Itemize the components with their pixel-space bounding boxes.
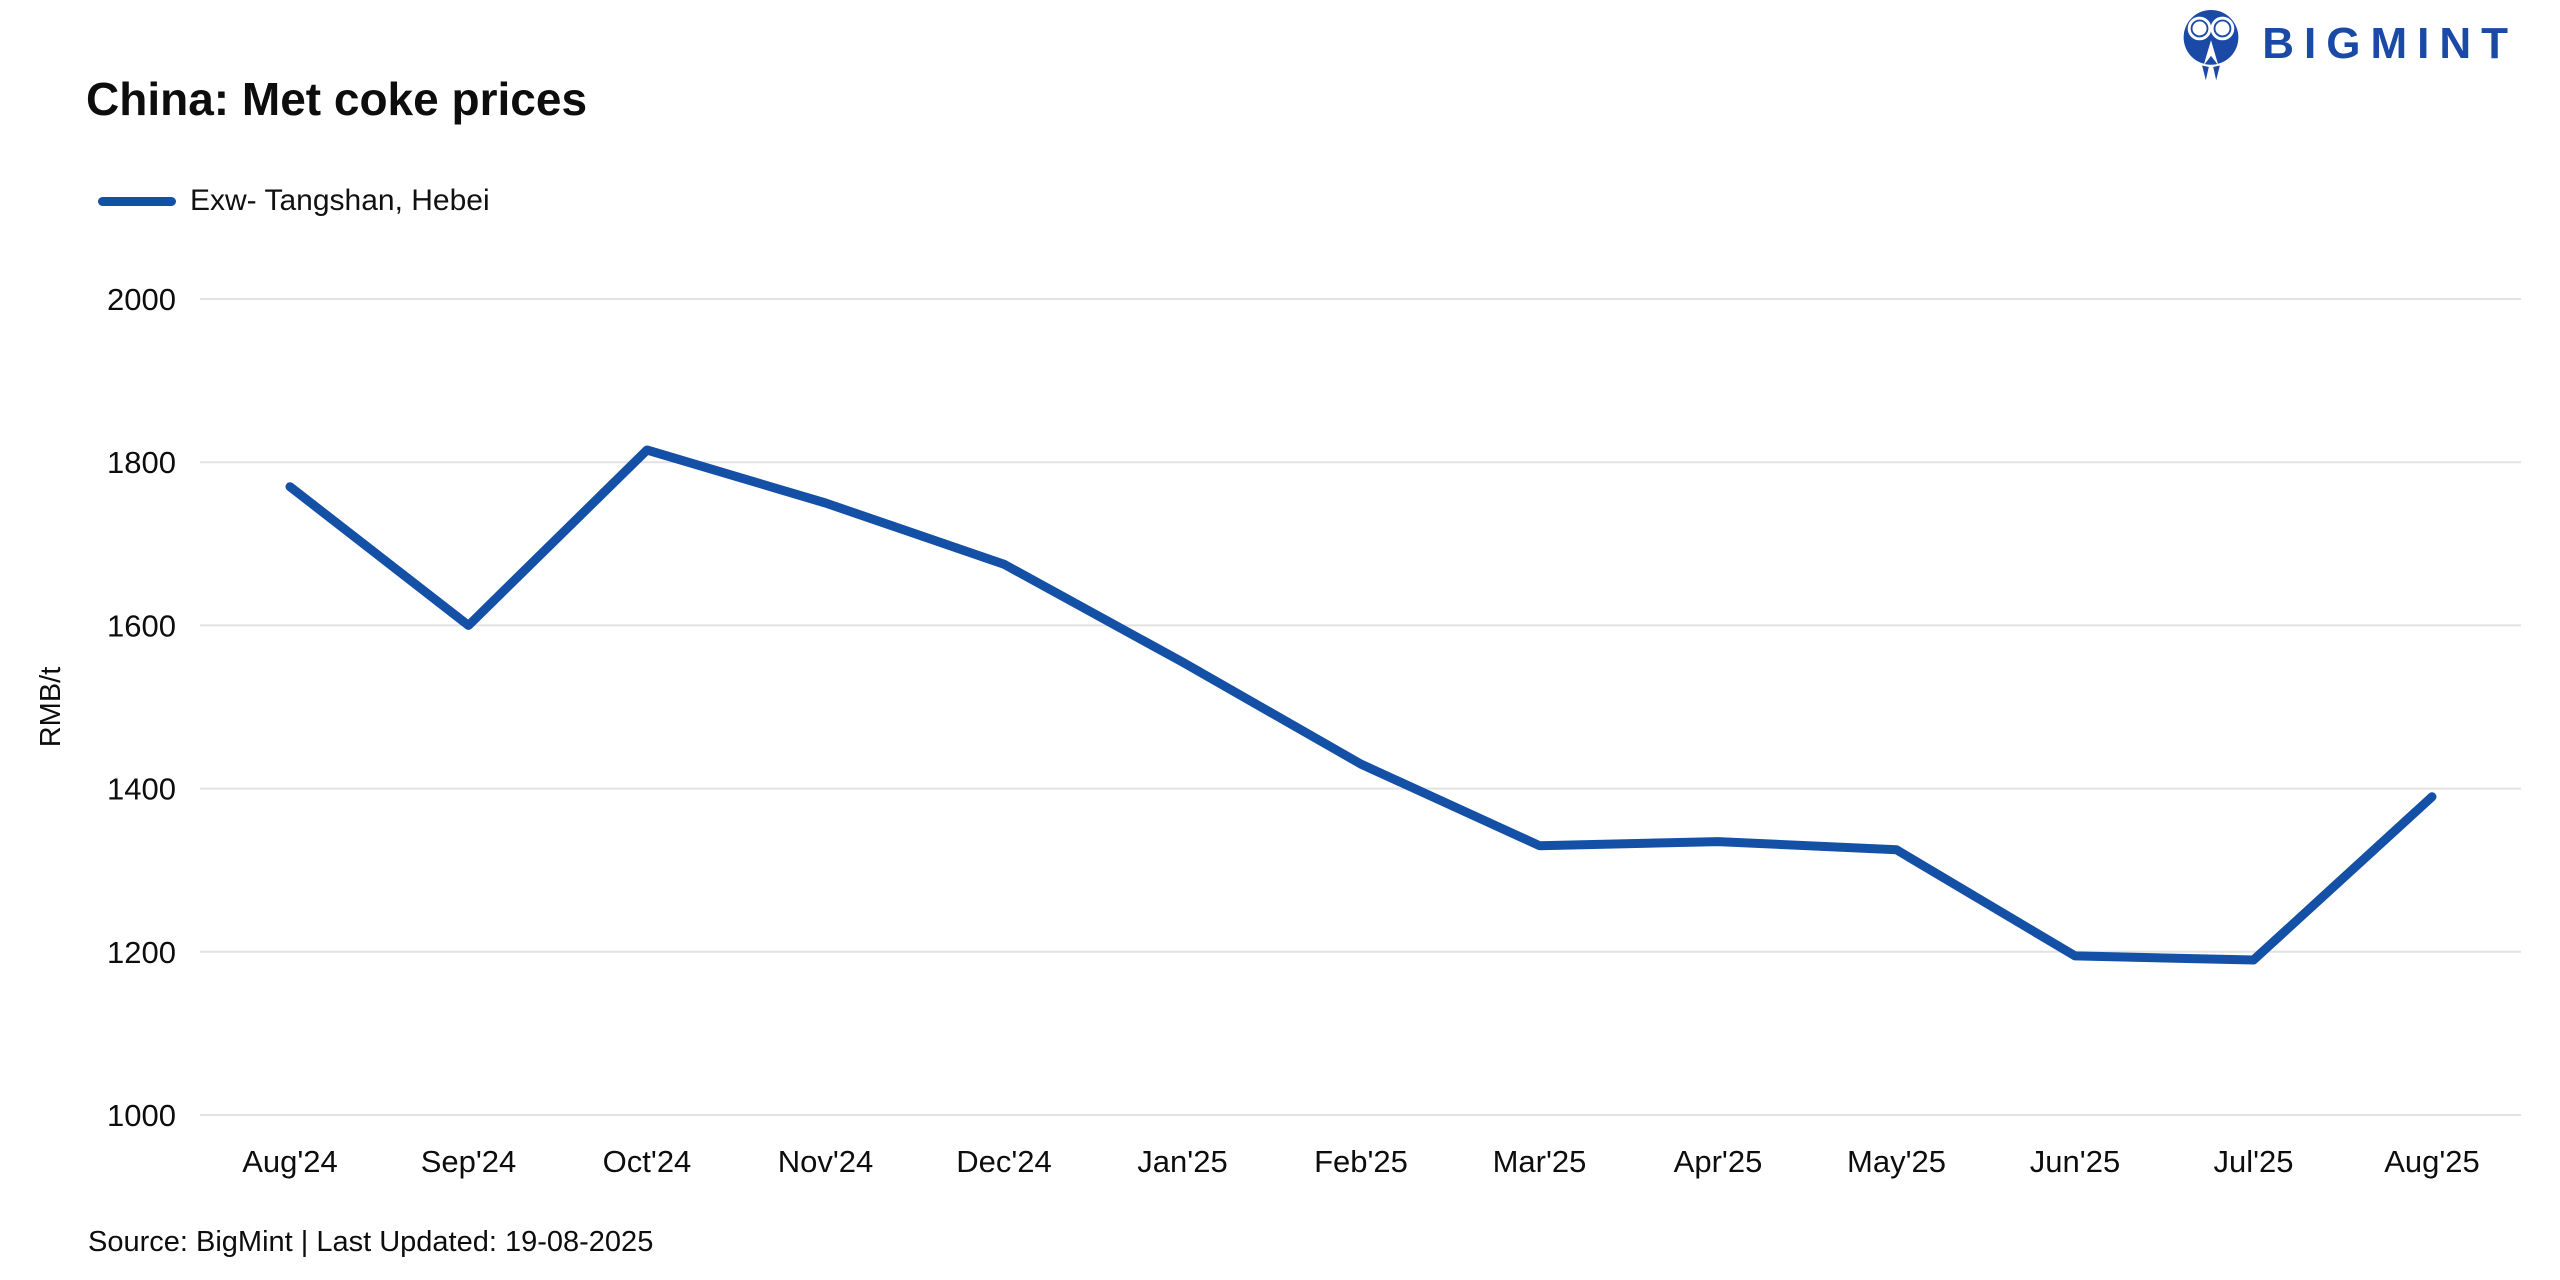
bigmint-logo-text: BIGMINT	[2262, 19, 2518, 68]
price-series-line	[285, 445, 2437, 965]
y-axis-tick-label: 1800	[107, 445, 176, 480]
x-axis-tick-label: May'25	[1847, 1144, 1946, 1179]
legend: Exw- Tangshan, Hebei	[98, 184, 490, 218]
x-axis-tick-label: Mar'25	[1493, 1144, 1587, 1179]
x-axis-tick-label: Jan'25	[1137, 1144, 1227, 1179]
x-axis-tick-label: Jun'25	[2030, 1144, 2120, 1179]
bigmint-logo-icon	[2183, 9, 2239, 81]
y-axis-tick-label: 1400	[107, 772, 176, 807]
x-axis-tick-label: Dec'24	[956, 1144, 1052, 1179]
source-note: Source: BigMint | Last Updated: 19-08-20…	[88, 1226, 654, 1258]
x-axis-tick-label: Feb'25	[1314, 1144, 1408, 1179]
x-axis-tick-label: Aug'25	[2384, 1144, 2480, 1179]
legend-series-label: Exw- Tangshan, Hebei	[190, 184, 490, 217]
bigmint-logo: BIGMINT	[2174, 6, 2518, 82]
x-axis-tick-label: Aug'24	[242, 1144, 338, 1179]
x-axis-tick-label: Jul'25	[2213, 1144, 2293, 1179]
x-axis-tick-label: Nov'24	[778, 1144, 874, 1179]
legend-line-swatch	[98, 196, 176, 206]
y-axis-tick-label: 1600	[107, 608, 176, 643]
x-axis-tick-label: Apr'25	[1674, 1144, 1763, 1179]
y-axis-title: RMB/t	[35, 667, 67, 748]
x-axis-tick-label: Oct'24	[603, 1144, 692, 1179]
y-axis-tick-label: 2000	[107, 282, 176, 317]
y-axis-tick-label: 1200	[107, 935, 176, 970]
chart-title: China: Met coke prices	[86, 73, 588, 125]
x-axis-tick-label: Sep'24	[421, 1144, 517, 1179]
y-axis-tick-label: 1000	[107, 1098, 176, 1133]
